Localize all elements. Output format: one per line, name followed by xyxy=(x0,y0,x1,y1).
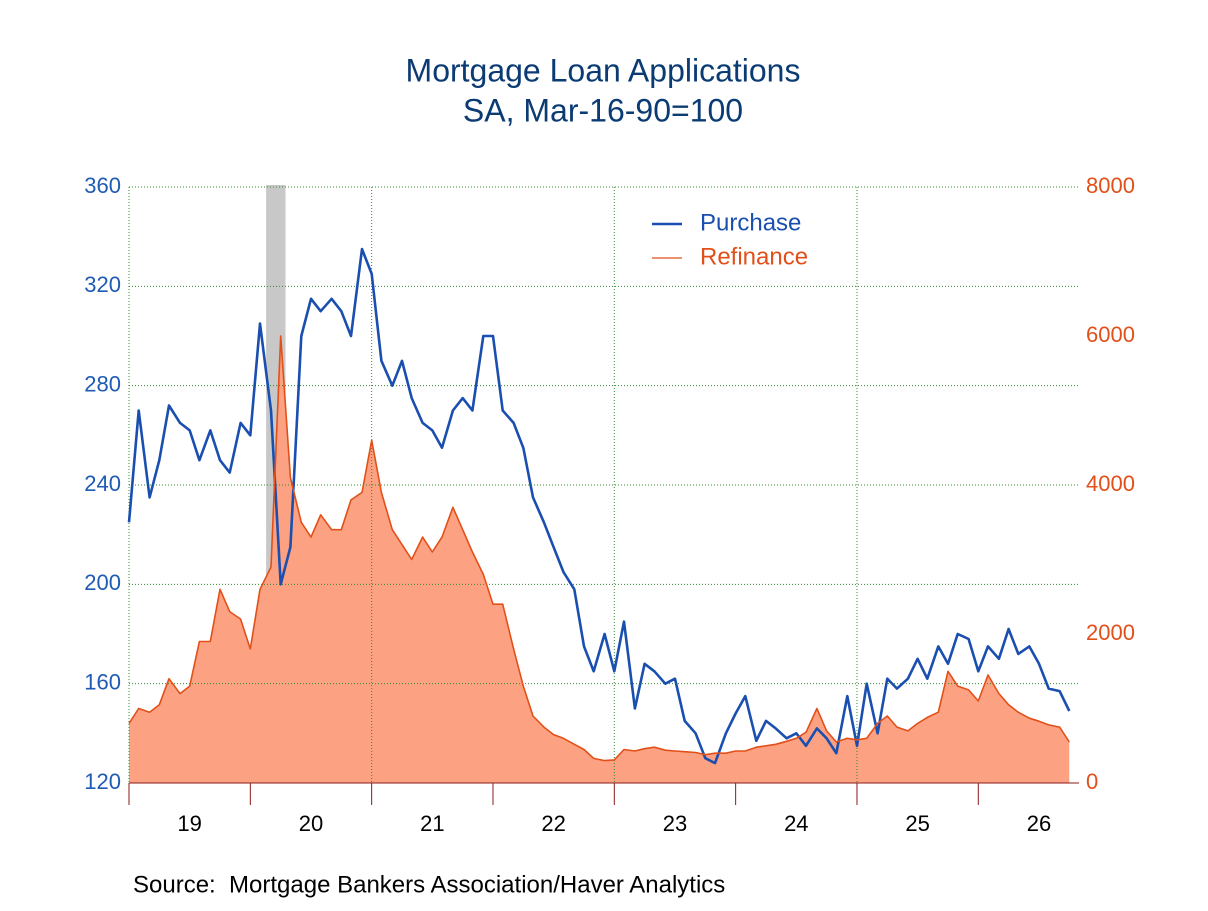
chart-subtitle: SA, Mar-16-90=100 xyxy=(463,92,743,128)
x-tick-label: 21 xyxy=(420,811,444,836)
area-fill xyxy=(129,336,1070,783)
y2-tick-label: 4000 xyxy=(1086,471,1135,496)
y-tick-label: 360 xyxy=(84,173,121,198)
y-tick-label: 120 xyxy=(84,769,121,794)
y-tick-label: 320 xyxy=(84,272,121,297)
x-tick-label: 19 xyxy=(177,811,201,836)
y2-tick-label: 2000 xyxy=(1086,620,1135,645)
y2-tick-label: 8000 xyxy=(1086,173,1135,198)
x-tick-label: 26 xyxy=(1027,811,1051,836)
x-tick-label: 20 xyxy=(299,811,323,836)
chart-title: Mortgage Loan Applications xyxy=(406,52,801,88)
x-tick-label: 22 xyxy=(541,811,565,836)
series-line xyxy=(127,247,1071,765)
legend-label: Refinance xyxy=(700,243,808,270)
y-tick-label: 280 xyxy=(84,371,121,396)
y-tick-label: 160 xyxy=(84,669,121,694)
y-tick-label: 240 xyxy=(84,471,121,496)
source-note: Source: Mortgage Bankers Association/Hav… xyxy=(133,871,725,898)
y2-tick-label: 6000 xyxy=(1086,322,1135,347)
x-tick-label: 25 xyxy=(905,811,929,836)
x-tick-label: 24 xyxy=(784,811,808,836)
series-line xyxy=(128,335,1070,762)
x-tick-label: 23 xyxy=(663,811,687,836)
legend-label: Purchase xyxy=(700,209,801,236)
y-tick-label: 200 xyxy=(84,570,121,595)
y2-tick-label: 0 xyxy=(1086,769,1098,794)
